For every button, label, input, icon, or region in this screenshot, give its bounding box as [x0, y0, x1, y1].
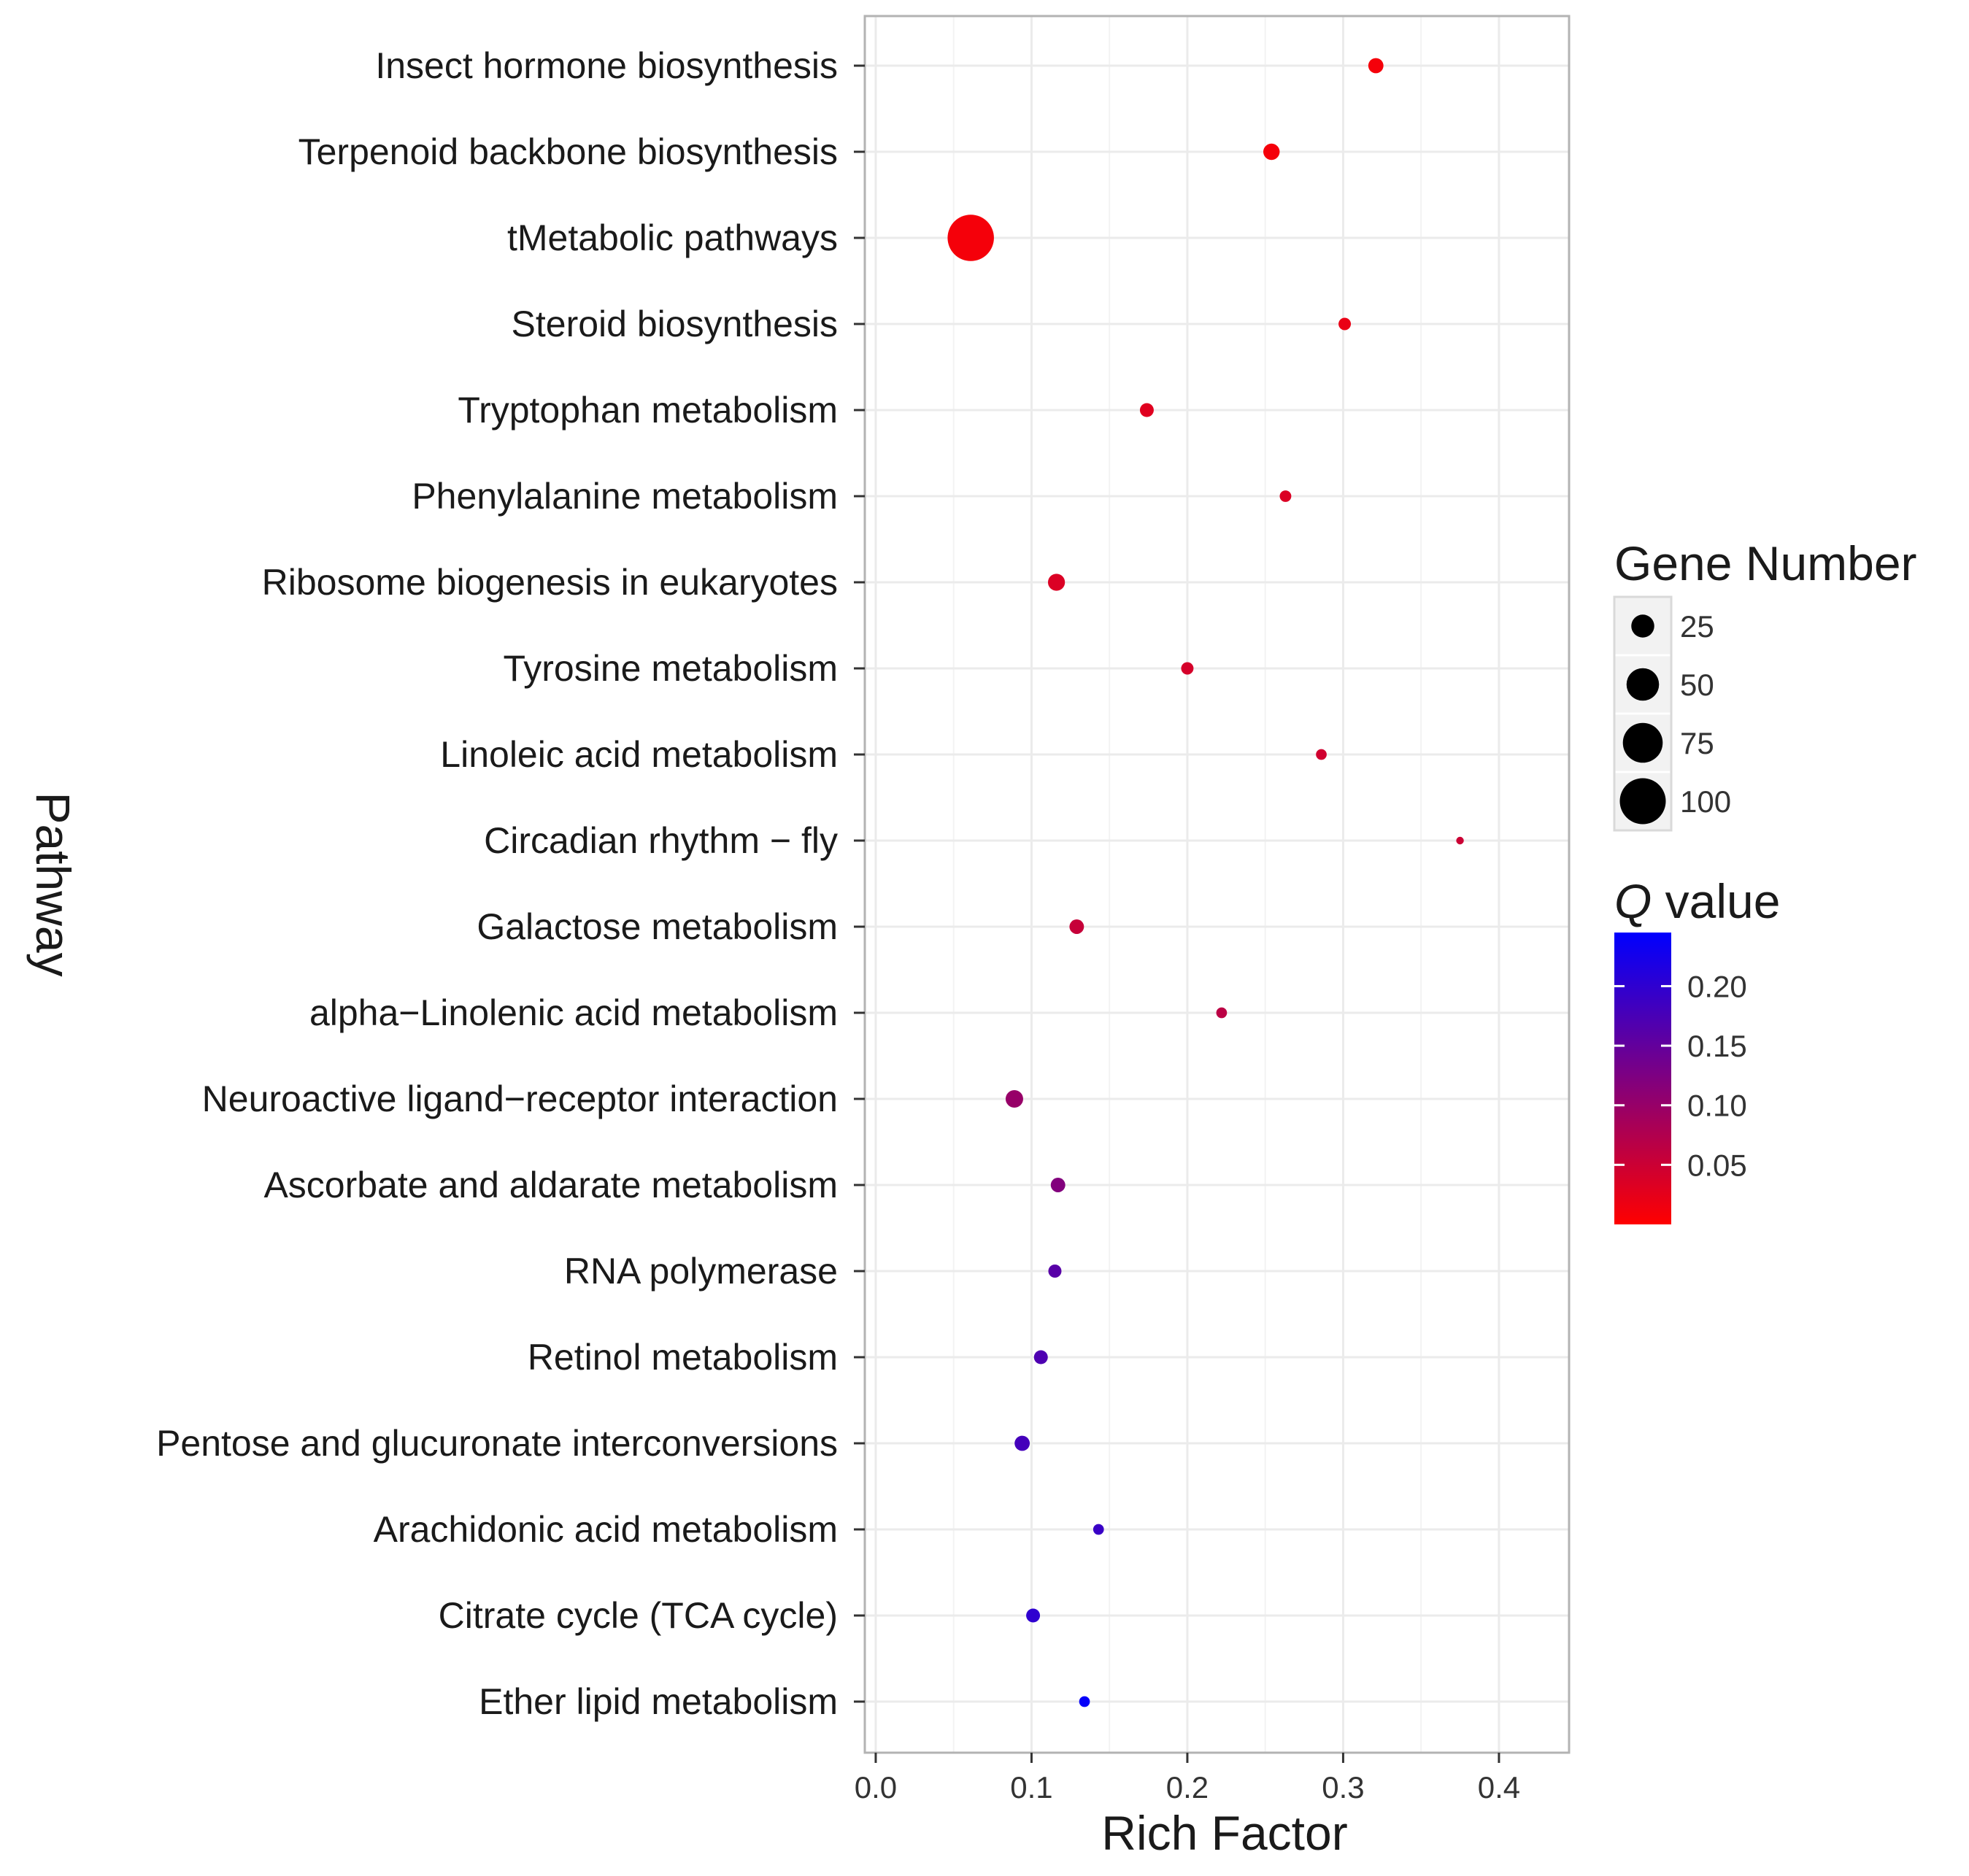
size-legend-frame — [1613, 595, 1673, 832]
data-point — [1368, 58, 1384, 74]
color-legend-label: 0.15 — [1687, 1029, 1747, 1063]
color-legend-label: 0.05 — [1687, 1148, 1747, 1182]
y-tick-label: Galactose metabolism — [477, 906, 838, 947]
y-tick-label: Ether lipid metabolism — [479, 1681, 838, 1722]
color-bar — [1614, 933, 1671, 1224]
data-point — [1048, 1265, 1062, 1278]
size-legend-label: 75 — [1680, 726, 1714, 760]
y-tick-label: Pentose and glucuronate interconversions — [156, 1423, 838, 1464]
size-legend-dot — [1626, 668, 1660, 701]
data-point — [1139, 403, 1154, 417]
y-tick-label: Retinol metabolism — [528, 1337, 838, 1378]
color-legend-title: Q value — [1614, 874, 1780, 928]
size-legend-dot — [1631, 614, 1654, 638]
y-tick-label: Ribosome biogenesis in eukaryotes — [262, 562, 838, 603]
x-tick-label: 0.1 — [1010, 1770, 1052, 1804]
y-tick-label: Terpenoid backbone biosynthesis — [298, 131, 838, 172]
data-point — [1338, 317, 1352, 331]
data-point — [1069, 919, 1084, 934]
y-tick-label: Citrate cycle (TCA cycle) — [439, 1595, 838, 1636]
y-tick-label: Neuroactive ligand−receptor interaction — [202, 1078, 838, 1119]
y-tick-label: Arachidonic acid metabolism — [374, 1509, 838, 1550]
size-legend-label: 25 — [1680, 609, 1714, 644]
data-point — [1014, 1435, 1030, 1451]
y-tick-label: alpha−Linolenic acid metabolism — [309, 992, 838, 1033]
y-axis-tick-labels: Insect hormone biosynthesis Terpenoid bac… — [156, 45, 865, 1722]
data-point — [1005, 1090, 1023, 1108]
y-axis-title: Pathway — [26, 792, 80, 976]
q-value-legend: Q value 0.20 0.15 0.10 0.05 — [1614, 874, 1780, 1224]
y-tick-label: RNA polymerase — [564, 1251, 838, 1292]
data-point — [1263, 143, 1280, 161]
data-point — [1279, 490, 1292, 502]
y-tick-label: Insect hormone biosynthesis — [375, 45, 838, 86]
color-legend-label: 0.20 — [1687, 969, 1747, 1003]
y-tick-label: tMetabolic pathways — [507, 217, 838, 258]
y-tick-label: Ascorbate and aldarate metabolism — [263, 1165, 838, 1205]
y-tick-label: Steroid biosynthesis — [512, 304, 838, 344]
data-point — [1050, 1178, 1066, 1192]
gene-number-legend: Gene Number 25 50 75 100 — [1613, 536, 1917, 832]
color-legend-title-rest: value — [1652, 874, 1780, 928]
data-point — [947, 215, 994, 261]
data-point — [1316, 749, 1327, 760]
size-legend-dot — [1619, 778, 1666, 825]
y-tick-label: Circadian rhythm − fly — [484, 820, 838, 861]
grid-lines — [865, 16, 1569, 1753]
x-tick-label: 0.3 — [1322, 1770, 1364, 1804]
plot-panel — [863, 15, 1571, 1754]
y-tick-label: Tyrosine metabolism — [504, 648, 839, 689]
x-axis-tick-labels: 0.0 0.1 0.2 0.3 0.4 — [855, 1753, 1520, 1804]
x-tick-label: 0.4 — [1478, 1770, 1520, 1804]
x-axis-title: Rich Factor — [1101, 1806, 1347, 1860]
data-points — [947, 58, 1464, 1707]
data-point — [1181, 662, 1194, 675]
data-point — [1047, 574, 1066, 591]
y-tick-label: Linoleic acid metabolism — [440, 734, 838, 775]
color-legend-label: 0.10 — [1687, 1089, 1747, 1123]
y-tick-label: Tryptophan metabolism — [458, 390, 838, 431]
y-tick-label: Phenylalanine metabolism — [412, 476, 838, 517]
data-point — [1216, 1007, 1228, 1019]
x-tick-label: 0.2 — [1166, 1770, 1209, 1804]
size-legend-label: 100 — [1680, 784, 1731, 819]
data-point — [1033, 1350, 1048, 1364]
data-point — [1026, 1608, 1041, 1623]
data-point — [1093, 1524, 1104, 1535]
x-tick-label: 0.0 — [855, 1770, 897, 1804]
data-point — [1079, 1696, 1090, 1707]
size-legend-dot — [1622, 722, 1663, 763]
size-legend-label: 50 — [1680, 668, 1714, 702]
size-legend-title: Gene Number — [1614, 536, 1917, 590]
data-point — [1456, 836, 1464, 845]
